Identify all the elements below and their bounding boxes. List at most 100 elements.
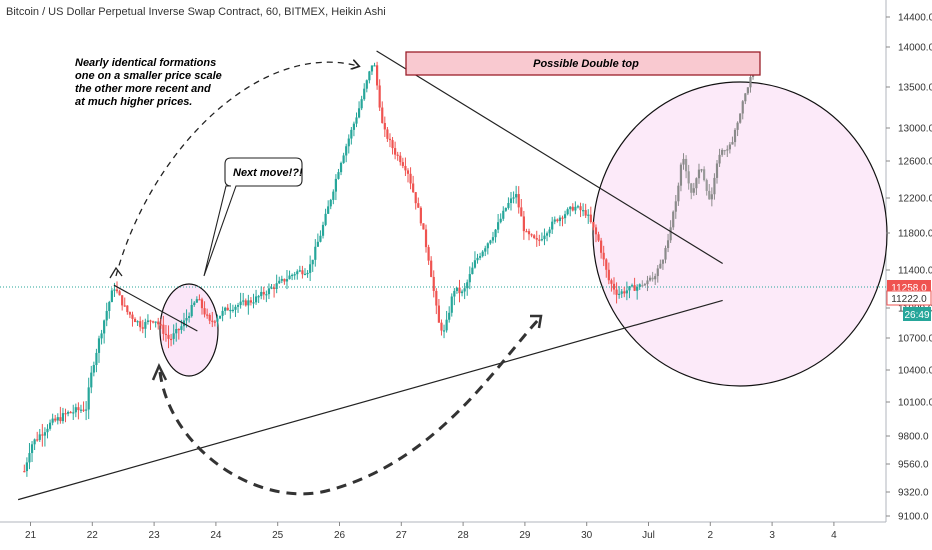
candle (494, 228, 497, 243)
candle (355, 112, 358, 128)
candle (417, 197, 420, 208)
y-tick-label: 11400.0 (898, 266, 932, 277)
candle (515, 185, 518, 204)
candle (123, 297, 126, 307)
y-tick-label: 14400.0 (898, 13, 932, 24)
candle (291, 273, 294, 281)
candle (703, 166, 706, 182)
candle (478, 252, 482, 261)
candle (169, 333, 173, 347)
upper-trendline (376, 50, 723, 265)
candle (339, 161, 343, 176)
candle (267, 283, 271, 300)
candle (695, 177, 698, 196)
candle (342, 152, 345, 164)
candle (581, 203, 585, 217)
candle (314, 239, 317, 267)
candle (33, 438, 36, 451)
candle (357, 101, 361, 119)
candle (144, 318, 147, 338)
x-tick-label: 30 (581, 530, 593, 541)
lower-trendline (17, 299, 723, 501)
candle (432, 270, 435, 298)
candle (610, 278, 613, 292)
candle (365, 79, 368, 93)
candle (749, 73, 752, 93)
candle (486, 242, 489, 255)
candle (110, 288, 113, 303)
candle (543, 228, 546, 246)
candle (74, 403, 77, 418)
candle (558, 215, 562, 227)
candle (190, 298, 193, 318)
y-tick-label: 12600.0 (898, 157, 932, 168)
candle (280, 275, 283, 284)
candle (602, 245, 605, 267)
candle (151, 320, 155, 324)
candle (453, 288, 456, 306)
candle (584, 203, 587, 218)
candle (739, 113, 742, 124)
candle (406, 168, 410, 183)
candle (275, 274, 278, 294)
candle (157, 317, 160, 330)
candle (594, 224, 598, 243)
candle (332, 189, 335, 205)
candle (574, 201, 577, 215)
candle (345, 143, 348, 163)
candle (718, 148, 721, 168)
candle (458, 279, 461, 303)
candle (561, 215, 564, 227)
candle (744, 93, 747, 105)
candle (244, 298, 247, 307)
candle (553, 216, 556, 225)
y-tick-label: 9800.0 (898, 432, 929, 443)
large-formation-circle (592, 81, 888, 387)
timer-label: 26:49 (904, 310, 929, 321)
candle (679, 162, 683, 192)
candle (651, 271, 654, 282)
candle (193, 301, 196, 307)
candle (188, 312, 191, 323)
candle (262, 286, 265, 300)
candle (38, 428, 41, 442)
candle (551, 216, 554, 234)
candle (218, 315, 222, 320)
candle (726, 145, 729, 158)
candle (442, 324, 446, 339)
candle (412, 175, 415, 193)
candle (200, 297, 204, 315)
candle (270, 283, 273, 290)
candle (713, 173, 716, 200)
top-dashed-arc (115, 62, 358, 277)
candle (427, 244, 430, 265)
candle (175, 322, 178, 342)
candle (72, 404, 75, 420)
projection-candles (641, 68, 755, 292)
candle (298, 265, 301, 273)
candle (221, 306, 224, 322)
y-tick-label: 14000.0 (898, 43, 932, 54)
candle (677, 182, 680, 206)
candle (659, 259, 662, 269)
candle (646, 275, 649, 292)
candle (648, 275, 652, 282)
candle (615, 282, 618, 304)
candle (705, 178, 708, 196)
candle (56, 413, 59, 425)
candle (623, 286, 626, 298)
candle (592, 221, 595, 231)
candle (360, 95, 363, 111)
candle (674, 194, 677, 219)
candle (41, 423, 44, 447)
candle (334, 174, 337, 201)
bottom-arc-start-arrow (151, 363, 168, 381)
candle (66, 410, 70, 417)
candle (133, 317, 137, 323)
candle (533, 234, 536, 240)
second-price-tag: 11222.0 (886, 290, 932, 306)
candle (545, 231, 549, 242)
candle (103, 319, 106, 344)
candle (556, 218, 559, 223)
